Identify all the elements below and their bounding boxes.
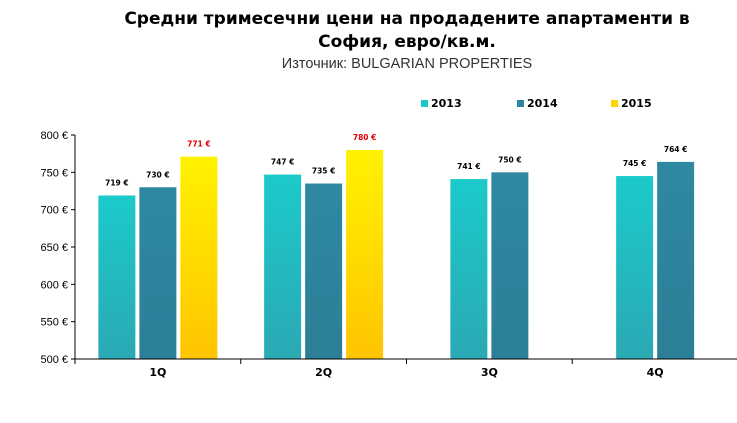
- x-tick-label: 4Q: [647, 366, 664, 379]
- x-tick-label: 1Q: [149, 366, 166, 379]
- data-label-2013-1Q: 719 €: [105, 178, 129, 187]
- bar-2014-1Q: [139, 187, 177, 359]
- chart-title-line-1: Средни тримесечни цени на продадените ап…: [124, 9, 690, 29]
- legend-label-2013: 2013: [431, 97, 462, 110]
- bar-2013-1Q: [98, 195, 136, 359]
- chart-source: Източник: BULGARIAN PROPERTIES: [281, 56, 533, 72]
- bar-2014-4Q: [657, 161, 695, 359]
- bar-2014-2Q: [305, 183, 343, 359]
- data-label-2014-2Q: 735 €: [312, 167, 336, 176]
- data-label-2014-3Q: 750 €: [498, 155, 522, 164]
- data-label-2014-1Q: 730 €: [146, 170, 170, 179]
- x-axis: 1Q 2Q 3Q 4Q: [74, 358, 737, 379]
- legend-swatch-2013: [421, 100, 428, 107]
- data-label-2013-3Q: 741 €: [457, 162, 481, 171]
- bar-2014-3Q: [491, 172, 529, 359]
- data-label-2013-4Q: 745 €: [623, 159, 647, 168]
- data-label-2014-4Q: 764 €: [664, 145, 688, 154]
- bar-2015-2Q: [346, 149, 384, 359]
- legend-swatch-2014: [517, 100, 524, 107]
- y-tick-label: 500 €: [40, 354, 68, 366]
- x-tick-label: 2Q: [315, 366, 332, 379]
- chart-title: Средни тримесечни цени на продадените ап…: [0, 8, 737, 54]
- y-tick-label: 800 €: [40, 130, 68, 142]
- data-label-2013-2Q: 747 €: [271, 158, 295, 167]
- y-tick-label: 700 €: [40, 205, 68, 217]
- chart-title-line-2: София, евро/кв.м.: [318, 32, 496, 52]
- bar-2013-2Q: [264, 174, 302, 359]
- bar-2015-1Q: [180, 156, 218, 359]
- bar-2013-4Q: [616, 176, 654, 359]
- y-tick-label: 550 €: [40, 317, 68, 329]
- y-tick-label: 650 €: [40, 242, 68, 254]
- data-label-2015-1Q: 771 €: [187, 140, 211, 149]
- legend: 2013 2014 2015: [421, 97, 652, 110]
- y-tick-label: 600 €: [40, 279, 68, 291]
- legend-label-2014: 2014: [527, 97, 558, 110]
- data-label-2015-2Q: 780 €: [353, 133, 377, 142]
- bar-2013-3Q: [450, 179, 488, 359]
- legend-label-2015: 2015: [621, 97, 652, 110]
- y-axis: 500 € 550 € 600 € 650 € 700 € 750 € 800 €: [40, 130, 76, 366]
- legend-swatch-2015: [611, 100, 618, 107]
- bars: 719 € 730 € 771 € 747 € 735 € 780 € 741 € 750 €…: [98, 133, 695, 359]
- x-tick-label: 3Q: [481, 366, 498, 379]
- y-tick-label: 750 €: [40, 167, 68, 179]
